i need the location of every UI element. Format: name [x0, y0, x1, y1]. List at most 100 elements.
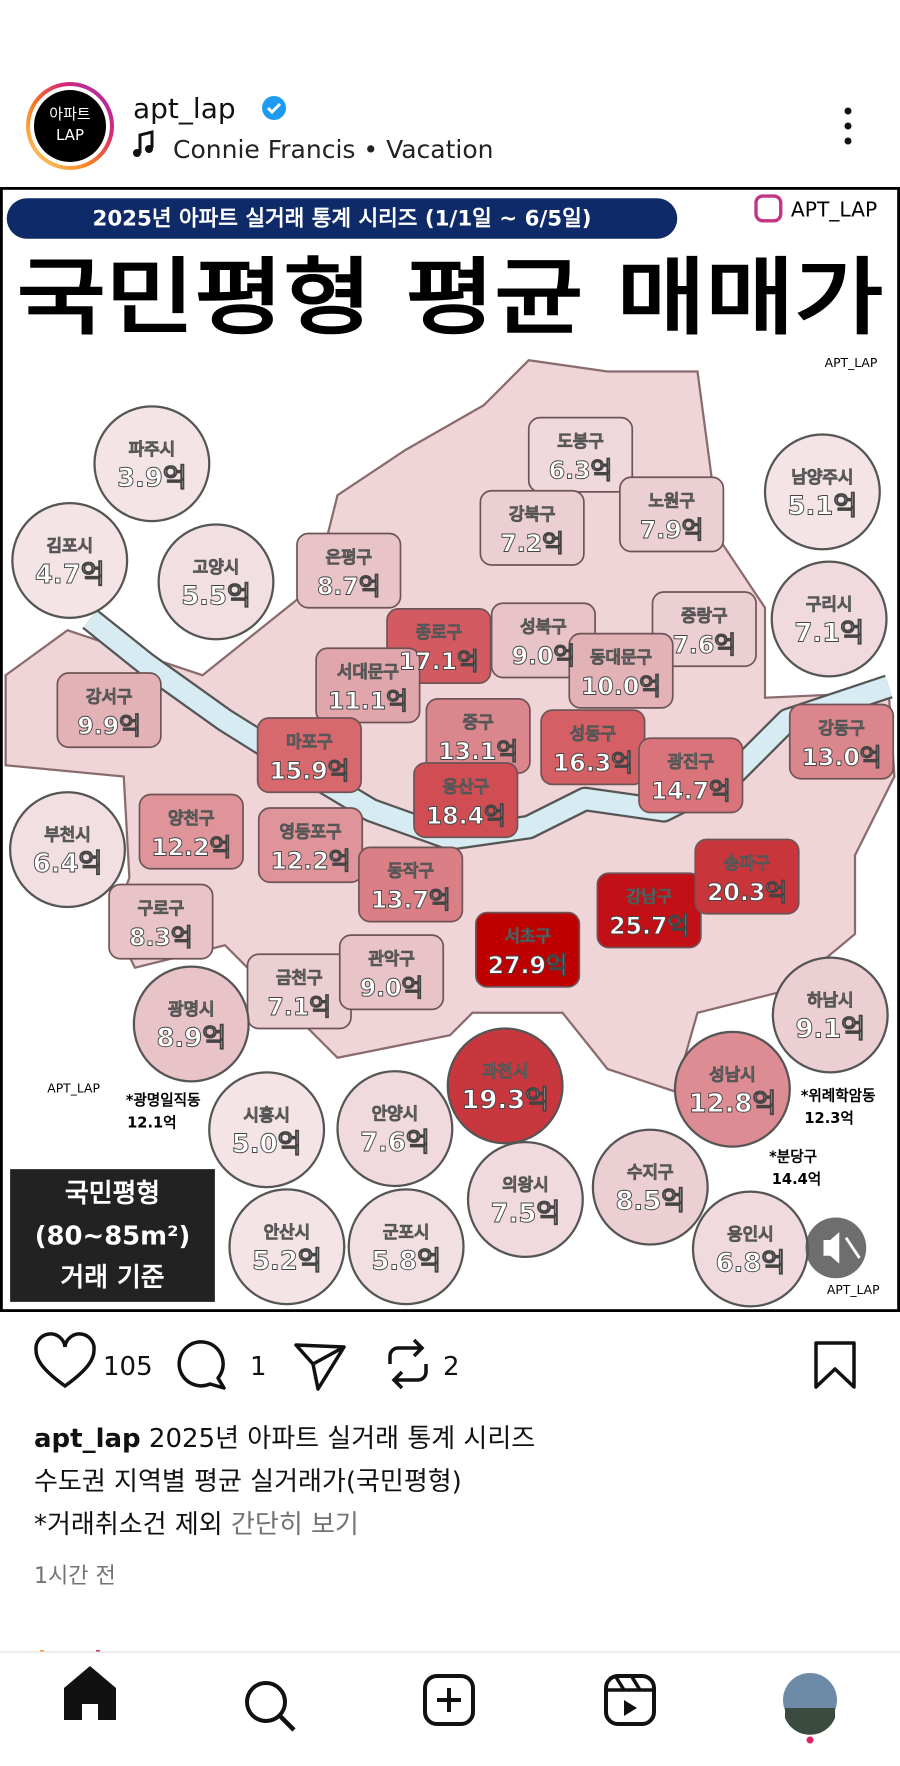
profile-button[interactable] [783, 1673, 837, 1744]
city: 김포시 4.7억 [11, 502, 129, 619]
music-icon [138, 130, 154, 153]
district-shape [296, 532, 402, 609]
region-name: 부천시 [44, 825, 91, 845]
district-shape [638, 737, 744, 814]
title: 국민평형 평균 매매가 [17, 250, 883, 347]
top-crop [0, 0, 900, 14]
caption-more[interactable]: 간단히 보기 [230, 1510, 359, 1540]
music-info[interactable]: Connie Francis • Vacation [173, 135, 494, 164]
region-price: 25.7억 [609, 912, 689, 940]
region-name: 고양시 [193, 557, 240, 577]
note: *위례학암동 [801, 1087, 876, 1105]
district-shape [138, 793, 244, 870]
city: 안산시 5.2억 [228, 1188, 346, 1306]
comment-count: 1 [250, 1352, 267, 1382]
region-price: 14.7억 [651, 777, 731, 805]
like-button[interactable] [34, 1332, 96, 1389]
city: 파주시 3.9억 [93, 405, 211, 523]
legend-box [10, 1169, 215, 1302]
city-circle [157, 523, 275, 641]
region-name: 동작구 [387, 861, 434, 881]
district-label: 금천구 7.1억 [267, 967, 331, 1021]
region-name: 금천구 [276, 968, 323, 988]
watermark: APT_LAP [827, 1283, 880, 1297]
district-shape [56, 672, 162, 749]
post-time: 1시간 전 [34, 1564, 116, 1589]
region-price: 6.8억 [716, 1249, 786, 1279]
note: 14.4억 [772, 1170, 822, 1188]
district [108, 883, 214, 960]
region-name: 중랑구 [681, 605, 728, 625]
district [338, 934, 445, 1011]
caption-line: *거래취소건 제외 간단히 보기 [34, 1504, 535, 1547]
region-price: 9.0억 [512, 642, 576, 670]
region-name: 강북구 [509, 504, 556, 524]
region-price: 3.9억 [117, 463, 187, 493]
search-button[interactable] [245, 1681, 296, 1732]
region-name: 강동구 [818, 718, 865, 738]
region-name: 마포구 [286, 731, 333, 751]
region-name: 성동구 [570, 723, 617, 743]
more-button[interactable] [844, 107, 852, 145]
share-button[interactable] [294, 1343, 346, 1391]
region-name: 송파구 [724, 853, 771, 873]
repost-button[interactable] [388, 1338, 428, 1390]
caption-line: apt_lap 2025년 아파트 실거래 통계 시리즈 [34, 1418, 535, 1461]
district [256, 717, 362, 794]
region-name: 양천구 [168, 808, 215, 828]
region-name: 관악구 [368, 948, 415, 968]
home-button[interactable] [64, 1666, 116, 1720]
region-price: 7.5억 [491, 1199, 561, 1229]
district-label: 노원구 7.9억 [639, 490, 703, 544]
region-price: 6.3억 [549, 456, 613, 484]
action-bar: 105 1 2 [34, 1332, 856, 1391]
region-name: 과천시 [482, 1061, 529, 1081]
district-shape [568, 632, 674, 709]
region-price: 27.9억 [488, 951, 568, 979]
username[interactable]: apt_lap [133, 92, 236, 125]
city: 고양시 5.5억 [157, 523, 275, 641]
district-label: 중랑구 7.6억 [672, 605, 736, 659]
district-shape [108, 883, 214, 960]
region-price: 9.1억 [795, 1015, 865, 1045]
city: 하남시 9.1억 [771, 956, 889, 1074]
district-label: 성북구 9.0억 [511, 616, 576, 670]
city-circle [446, 1027, 564, 1145]
comment-button[interactable] [177, 1340, 226, 1390]
region-name: 파주시 [129, 439, 176, 459]
city: 군포시 5.8억 [347, 1188, 465, 1306]
region-name: 시흥시 [243, 1105, 290, 1125]
region-price: 9.9억 [77, 712, 141, 740]
region-price: 5.8억 [371, 1246, 441, 1276]
region-price: 8.7억 [317, 572, 381, 600]
district-label: 서초구 27.9억 [487, 926, 568, 980]
city: 과천시 19.3억 [446, 1027, 564, 1145]
district [479, 489, 585, 566]
save-button[interactable] [814, 1341, 856, 1389]
district [296, 532, 402, 609]
city: 광명시 8.9억 [132, 965, 250, 1083]
region-price: 13.0억 [802, 743, 882, 771]
region-name: 강서구 [86, 686, 133, 706]
district-label: 강서구 9.9억 [77, 686, 141, 740]
region-price: 8.9억 [156, 1024, 226, 1054]
post-header: 아파트 LAP apt_lap Connie Francis • Vacatio… [26, 82, 852, 170]
region-name: 도봉구 [557, 431, 604, 451]
watermark: APT_LAP [47, 1082, 100, 1096]
district-shape [651, 591, 757, 668]
district [788, 703, 895, 780]
city-circle [228, 1188, 346, 1306]
caption-username[interactable]: apt_lap [34, 1424, 141, 1454]
legend-text: 거래 기준 [60, 1263, 164, 1293]
district-label: 강남구 25.7억 [609, 886, 690, 940]
create-button[interactable] [423, 1674, 475, 1726]
city: 구리시 7.1억 [770, 560, 888, 678]
district-shape [694, 838, 800, 915]
region-price: 11.1억 [328, 687, 408, 715]
mute-button[interactable] [805, 1217, 867, 1279]
reels-button[interactable] [604, 1674, 656, 1726]
district-label: 송파구 20.3억 [707, 852, 788, 906]
city-circle [336, 1070, 454, 1188]
region-price: 12.2억 [271, 847, 351, 875]
